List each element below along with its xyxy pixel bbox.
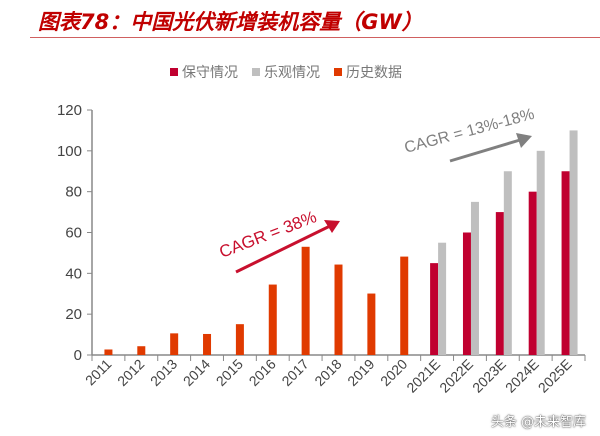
bar-historical-2019 <box>367 293 376 355</box>
cagr-forecast-label: CAGR = 13%-18% <box>403 106 537 157</box>
cagr-forecast-arrow-line <box>449 138 521 163</box>
bar-optimistic-2022E <box>470 201 479 355</box>
bar-historical-2013 <box>170 333 179 355</box>
x-tick-label: 2011 <box>82 356 115 389</box>
bar-historical-2018 <box>334 264 343 355</box>
x-tick-label: 2018 <box>311 356 344 389</box>
x-tick-label: 2021E <box>403 356 443 396</box>
legend-label: 乐观情况 <box>264 65 320 81</box>
cagr-hist-arrow-head <box>324 220 340 233</box>
legend-swatch <box>334 68 342 76</box>
x-tick-label: 2017 <box>278 356 311 389</box>
bar-conservative-2023E <box>495 212 504 355</box>
bar-historical-2020 <box>400 256 409 355</box>
x-tick-label: 2014 <box>180 356 213 389</box>
y-tick-label: 80 <box>65 184 82 201</box>
y-tick-label: 20 <box>65 306 82 323</box>
legend-label: 历史数据 <box>346 65 402 81</box>
legend-item-conservative: 保守情况 <box>170 62 238 82</box>
bar-historical-2016 <box>268 284 277 355</box>
x-tick-label: 2025E <box>535 356 575 396</box>
chart-title: 图表78：中国光伏新增装机容量（GW） <box>38 10 423 34</box>
x-tick-label: 2024E <box>502 356 542 396</box>
bar-historical-2015 <box>235 324 244 355</box>
bar-historical-2012 <box>137 346 146 355</box>
bar-optimistic-2024E <box>536 150 545 355</box>
bar-optimistic-2021E <box>438 242 447 355</box>
cagr-forecast-arrow-head <box>516 133 532 148</box>
x-tick-label: 2016 <box>246 356 279 389</box>
watermark: 头条 @未来智库 <box>490 415 586 430</box>
bar-historical-2011 <box>104 349 113 355</box>
x-tick-label: 2012 <box>114 356 147 389</box>
x-tick-label: 2023E <box>469 356 509 396</box>
x-tick-label: 2013 <box>147 356 180 389</box>
legend-label: 保守情况 <box>182 65 238 81</box>
bar-optimistic-2023E <box>503 171 512 355</box>
legend-item-historical: 历史数据 <box>334 62 402 82</box>
bar-optimistic-2025E <box>569 130 578 355</box>
y-tick-label: 60 <box>65 225 82 242</box>
bar-conservative-2021E <box>430 263 439 355</box>
legend: 保守情况 乐观情况 历史数据 <box>170 62 402 82</box>
y-tick-label: 40 <box>65 265 82 282</box>
legend-swatch <box>170 68 178 76</box>
y-tick-label: 0 <box>74 347 82 364</box>
legend-item-optimistic: 乐观情况 <box>252 62 320 82</box>
y-tick-label: 120 <box>57 102 82 119</box>
x-tick-label: 2019 <box>344 356 377 389</box>
bar-historical-2014 <box>203 333 212 355</box>
bar-conservative-2025E <box>561 171 570 355</box>
y-tick-label: 100 <box>57 143 82 160</box>
legend-swatch <box>252 68 260 76</box>
title-divider <box>30 37 600 38</box>
bar-historical-2017 <box>301 246 310 355</box>
bar-conservative-2022E <box>462 232 471 355</box>
x-tick-label: 2015 <box>213 356 246 389</box>
x-tick-label: 2022E <box>436 356 476 396</box>
bar-conservative-2024E <box>528 191 537 355</box>
cagr-hist-arrow-line <box>235 224 331 274</box>
